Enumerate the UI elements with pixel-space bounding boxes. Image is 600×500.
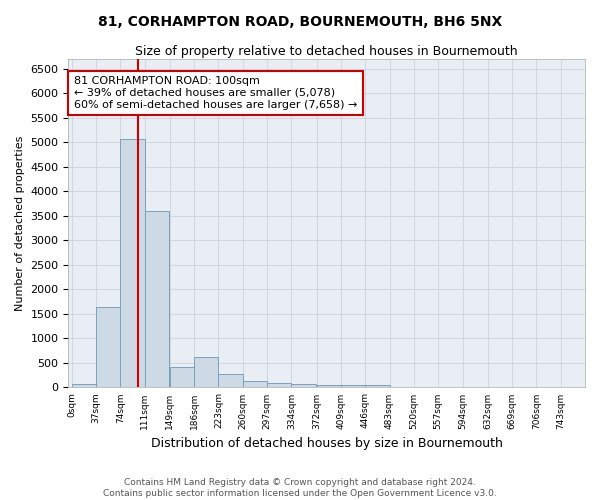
Text: 81, CORHAMPTON ROAD, BOURNEMOUTH, BH6 5NX: 81, CORHAMPTON ROAD, BOURNEMOUTH, BH6 5N… bbox=[98, 15, 502, 29]
Bar bbox=[71, 384, 96, 388]
Bar bbox=[121, 138, 145, 388]
Title: Size of property relative to detached houses in Bournemouth: Size of property relative to detached ho… bbox=[136, 45, 518, 58]
Bar bbox=[365, 385, 389, 388]
Bar bbox=[317, 385, 341, 388]
Bar bbox=[267, 382, 292, 388]
Bar bbox=[145, 211, 169, 388]
Text: Contains HM Land Registry data © Crown copyright and database right 2024.
Contai: Contains HM Land Registry data © Crown c… bbox=[103, 478, 497, 498]
Bar bbox=[243, 381, 267, 388]
Bar bbox=[96, 306, 121, 388]
Bar bbox=[292, 384, 316, 388]
Y-axis label: Number of detached properties: Number of detached properties bbox=[15, 136, 25, 311]
Bar bbox=[194, 357, 218, 388]
X-axis label: Distribution of detached houses by size in Bournemouth: Distribution of detached houses by size … bbox=[151, 437, 503, 450]
Bar bbox=[170, 367, 194, 388]
Bar bbox=[341, 386, 365, 388]
Text: 81 CORHAMPTON ROAD: 100sqm
← 39% of detached houses are smaller (5,078)
60% of s: 81 CORHAMPTON ROAD: 100sqm ← 39% of deta… bbox=[74, 76, 357, 110]
Bar bbox=[218, 374, 243, 388]
